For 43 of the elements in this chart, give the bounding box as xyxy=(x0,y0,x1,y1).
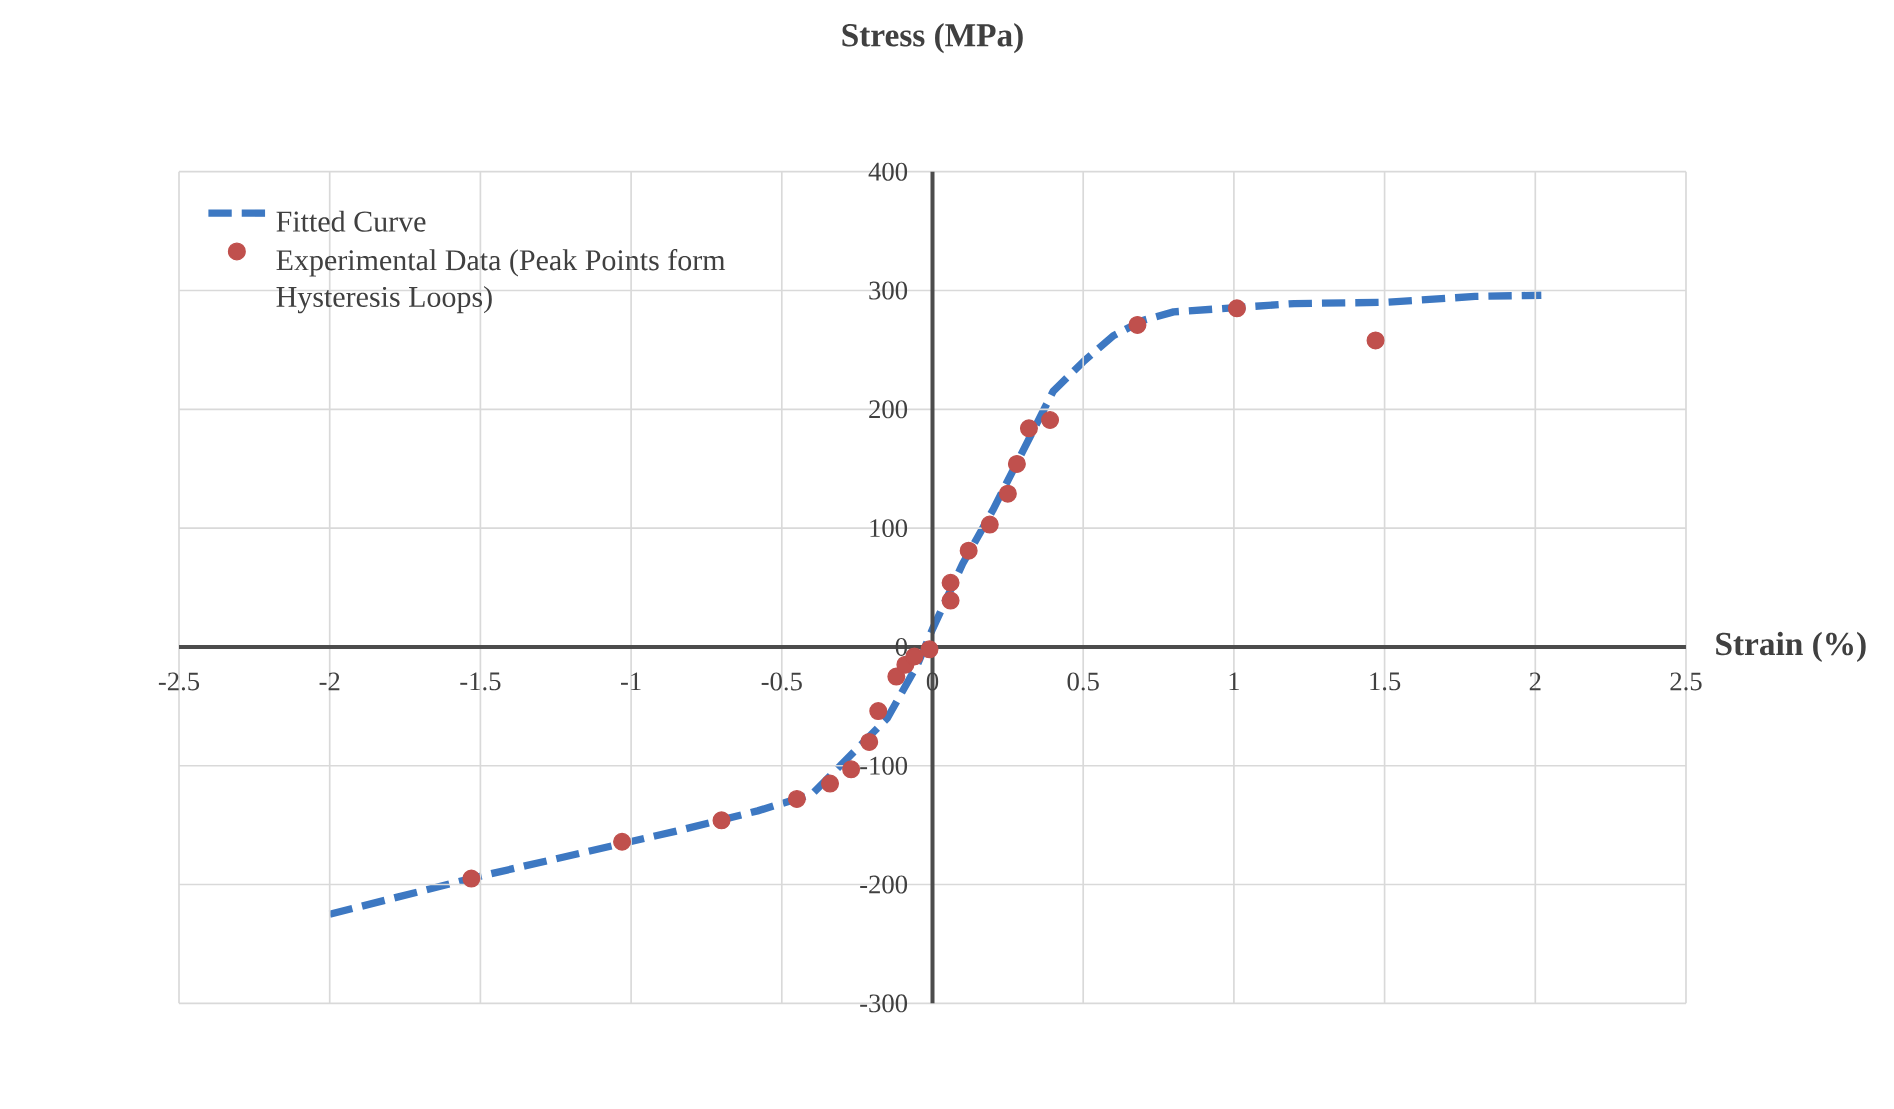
point xyxy=(941,573,960,592)
point xyxy=(1041,410,1060,429)
x-axis-title: Strain (%) xyxy=(1716,631,1866,663)
point xyxy=(860,732,879,751)
y-tick-label: 300 xyxy=(869,281,908,300)
point xyxy=(959,541,978,560)
point xyxy=(1128,315,1147,334)
x-tick-label: 0.5 xyxy=(1067,672,1099,691)
y-tick-label: 100 xyxy=(870,519,908,538)
y-tick-label: -200 xyxy=(860,875,908,894)
point xyxy=(869,702,888,721)
point xyxy=(905,647,924,666)
point xyxy=(1227,299,1246,318)
x-tick-label: 2.5 xyxy=(1670,672,1702,691)
point xyxy=(842,760,861,779)
y-axis-title: Stress (MPa) xyxy=(842,23,1023,54)
x-tick-label: -0.5 xyxy=(761,672,802,691)
x-tick-label: 1 xyxy=(1229,672,1239,691)
point xyxy=(613,832,632,851)
point xyxy=(1019,419,1038,438)
x-tick-label: 1.5 xyxy=(1370,672,1401,691)
point xyxy=(1007,454,1026,473)
point xyxy=(821,774,840,793)
point xyxy=(462,869,481,888)
legend-label: Experimental Data (Peak Points form Hysteresis Loops) xyxy=(276,248,726,314)
point xyxy=(920,640,939,659)
y-tick-label: 200 xyxy=(869,400,908,419)
legend-label: Fitted Curve xyxy=(276,210,426,232)
point xyxy=(887,667,906,686)
x-tick-label: -2.5 xyxy=(158,672,200,691)
point xyxy=(787,789,806,808)
point xyxy=(1366,331,1385,350)
x-tick-label: -1 xyxy=(620,672,641,691)
x-tick-label: 2 xyxy=(1529,672,1541,691)
point xyxy=(941,591,960,610)
x-tick-label: -1.5 xyxy=(460,672,501,691)
point xyxy=(712,811,731,830)
y-tick-label: 400 xyxy=(868,162,908,181)
y-tick-label: -100 xyxy=(860,756,908,775)
point xyxy=(998,484,1017,503)
x-tick-label: -2 xyxy=(319,672,340,691)
y-tick-label: -300 xyxy=(860,994,908,1013)
point xyxy=(980,515,999,534)
